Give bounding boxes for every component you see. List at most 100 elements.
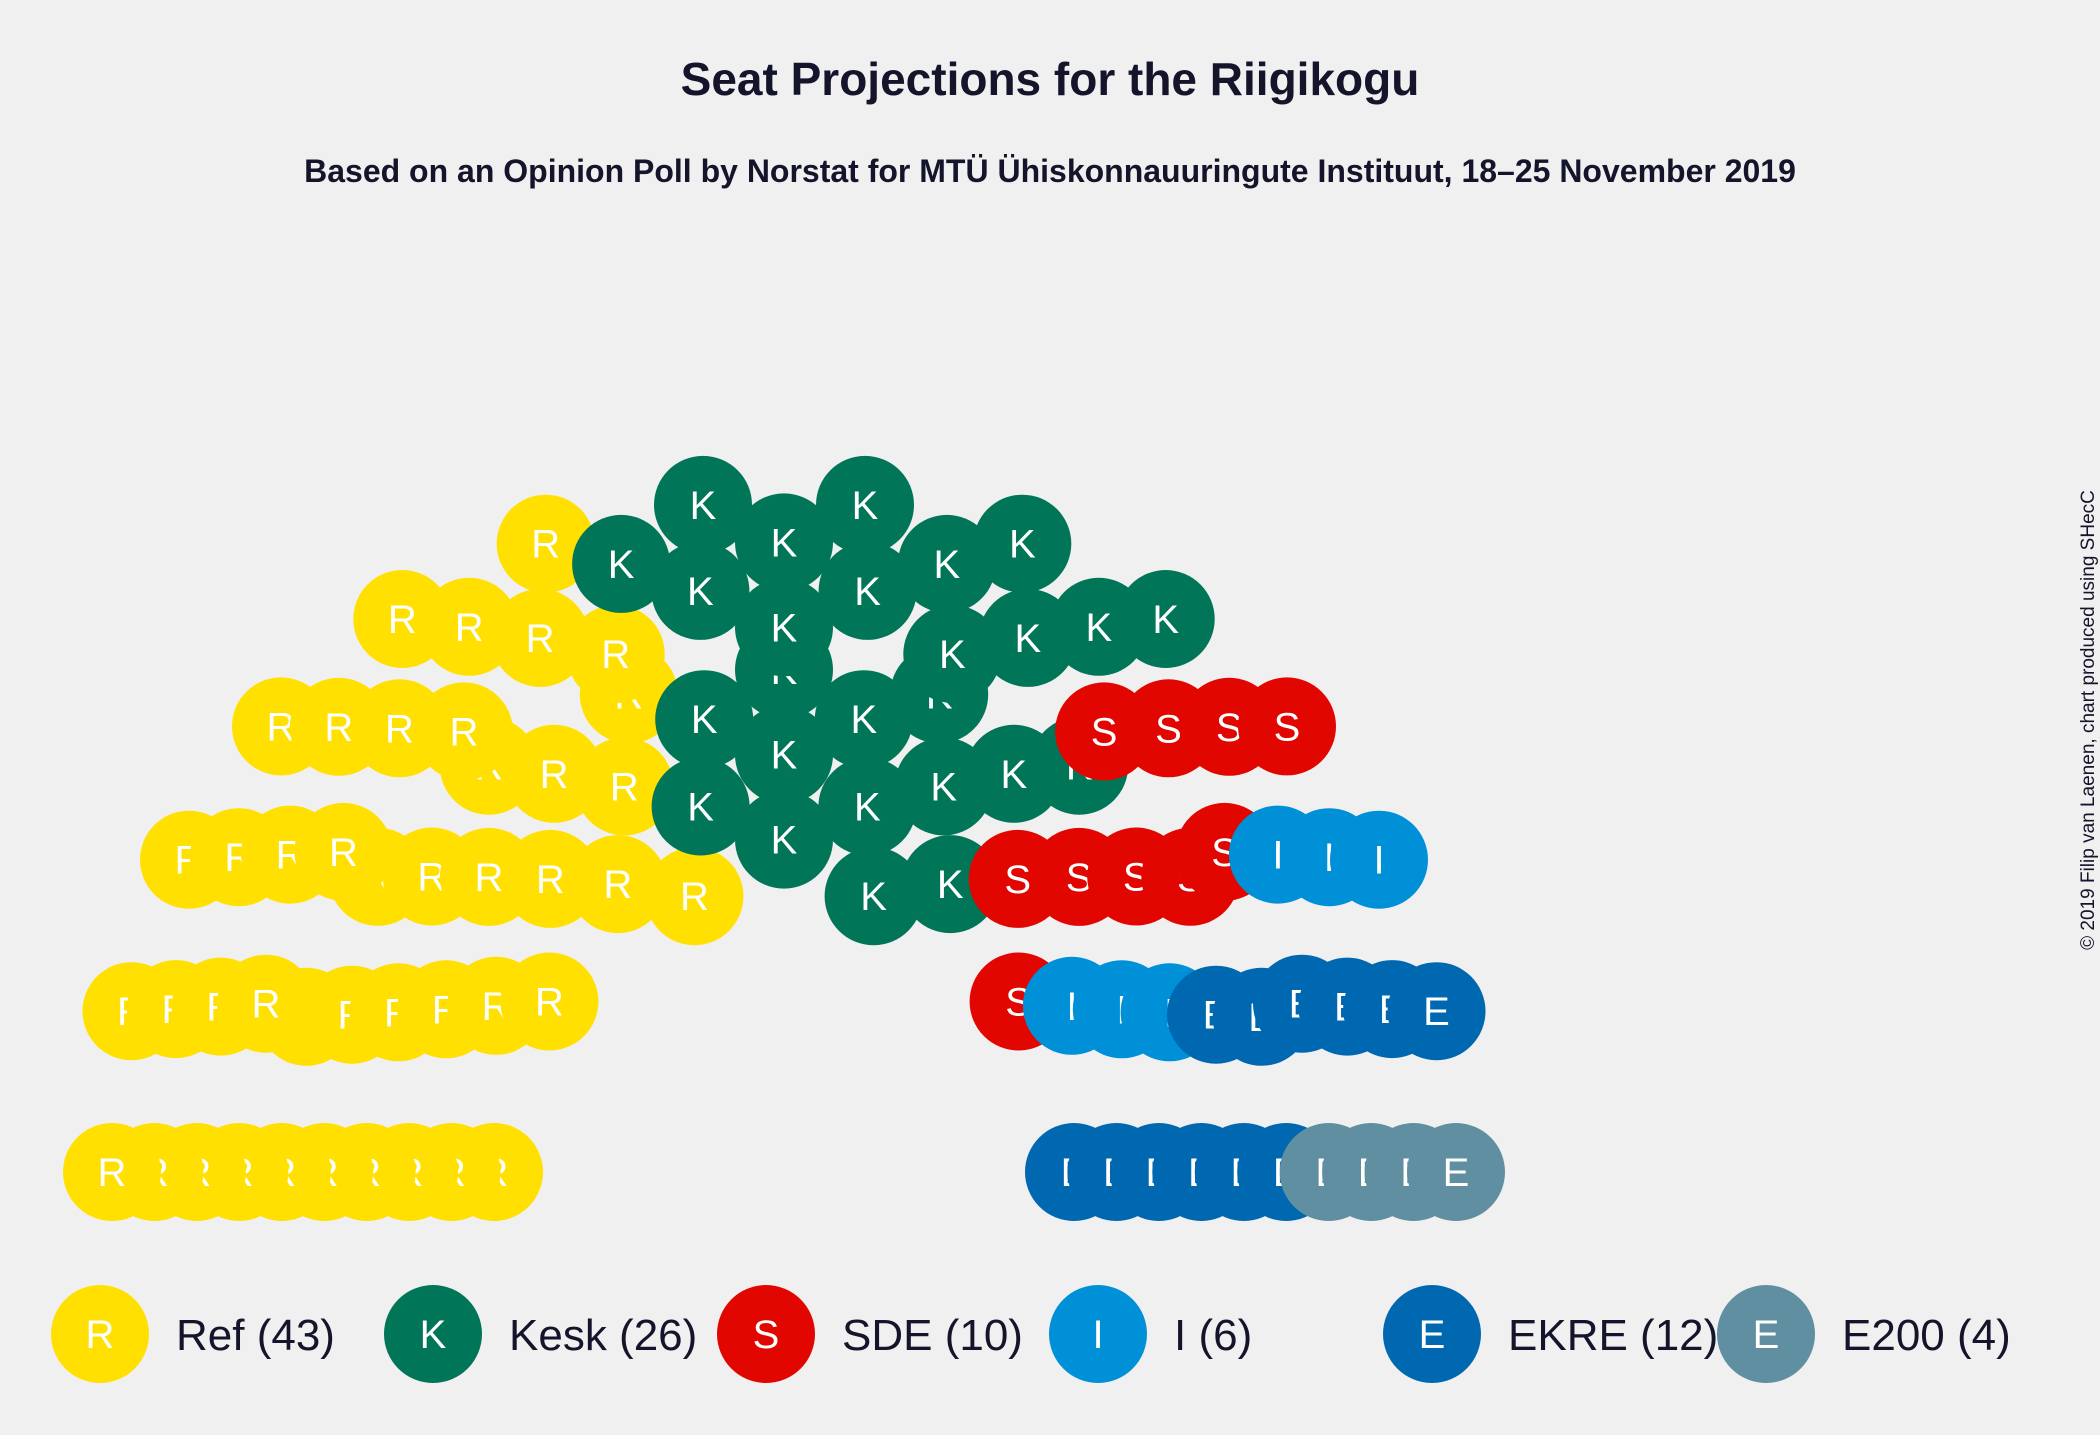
legend-label: E200 (4) (1842, 1311, 2011, 1360)
seat-k-1: K (824, 847, 923, 946)
seat-circle (651, 757, 750, 856)
seat-circle (818, 757, 917, 856)
seat-letter: S (1155, 707, 1182, 751)
legend-label: EKRE (12) (1508, 1311, 1718, 1360)
legend-swatch (384, 1285, 482, 1383)
seat-k-1: K (973, 494, 1072, 593)
seat-letter: K (771, 819, 798, 863)
seat-circle (63, 1123, 161, 1221)
seat-r-0: R (496, 494, 595, 593)
seat-r-0: R (294, 802, 393, 901)
seat-r-0: R (645, 847, 744, 946)
seat-r-0: R (217, 954, 315, 1053)
seat-letter: R (535, 981, 564, 1025)
legend-letter: E (1753, 1313, 1780, 1357)
seat-circle (814, 670, 913, 769)
legend-swatch (51, 1285, 149, 1383)
seat-letter: K (608, 543, 635, 587)
seat-letter: K (850, 698, 877, 742)
seat-circle (1116, 570, 1215, 668)
seat-circle (735, 705, 833, 804)
seat-circle (903, 605, 1002, 703)
seat-letter: R (98, 1151, 127, 1195)
legend-label: Ref (43) (176, 1311, 335, 1360)
seat-letter: K (852, 484, 879, 528)
seat-circle (294, 802, 393, 901)
seat-k-1: K (816, 455, 914, 554)
seat-k-1: K (818, 757, 917, 856)
seat-circle (818, 541, 917, 640)
seat-circle (575, 737, 674, 836)
seat-k-1: K (735, 705, 833, 804)
seat-letter: K (937, 863, 964, 907)
legend-label: SDE (10) (842, 1311, 1023, 1360)
seat-letter: R (526, 617, 555, 661)
legend-item-5: E E200 (4) (1717, 1285, 2011, 1383)
seat-letter: K (687, 786, 714, 830)
seat-k-1: K (651, 757, 750, 856)
seat-circle (816, 455, 914, 554)
seat-letter: R (329, 831, 358, 875)
seat-r-0: R (575, 737, 674, 836)
seat-letter: S (1004, 858, 1031, 902)
seat-k-1: K (818, 541, 917, 640)
legend-letter: S (753, 1313, 780, 1357)
seat-letter: R (385, 707, 414, 751)
seat-arc: RRRRRRRRRRRRRRRRRRRRRRRRRRRRRRRRRRRRRRRR… (63, 455, 1505, 1221)
seat-letter: K (934, 543, 961, 587)
seat-r-0: R (568, 835, 667, 934)
chart-title: Seat Projections for the Riigikogu (680, 53, 1420, 105)
seat-letter: K (930, 765, 957, 809)
seat-k-1: K (1116, 570, 1215, 668)
seat-circle (735, 493, 833, 592)
seat-r-0: R (491, 588, 590, 687)
seat-circle (651, 541, 750, 640)
seat-letter: K (1001, 753, 1028, 797)
seat-k-1: K (735, 578, 833, 677)
seat-i-3: I (1330, 810, 1428, 909)
seat-circle (491, 588, 590, 687)
seat-r-0: R (414, 682, 513, 781)
seat-circle (654, 455, 752, 554)
seat-circle (414, 682, 513, 781)
seat-letter: R (603, 863, 632, 907)
seat-circle (897, 514, 996, 613)
legend-item-3: I I (6) (1049, 1285, 1252, 1383)
seat-letter: K (1015, 617, 1042, 661)
legend-letter: E (1419, 1313, 1446, 1357)
seat-circle (217, 954, 315, 1053)
seat-letter: K (854, 786, 881, 830)
seat-circle (572, 514, 671, 613)
seat-letter: R (474, 856, 503, 900)
seat-letter: R (610, 765, 639, 809)
seat-s-2: S (1238, 677, 1336, 776)
seat-r-0: R (566, 605, 665, 703)
seat-circle (566, 605, 665, 703)
seat-circle (1238, 677, 1336, 776)
seat-k-1: K (735, 790, 833, 889)
seat-circle (500, 952, 599, 1051)
seat-letter: I (1066, 985, 1077, 1029)
seat-k-1: K (572, 514, 671, 613)
seat-circle (1387, 962, 1486, 1061)
seat-letter: R (449, 710, 478, 754)
seat-e-5: E (1407, 1123, 1505, 1221)
legend-letter: R (86, 1313, 115, 1357)
legend-item-0: R Ref (43) (51, 1285, 335, 1383)
legend-item-4: E EKRE (12) (1383, 1285, 1718, 1383)
seat-letter: R (536, 858, 565, 902)
seat-letter: K (1085, 606, 1112, 650)
seat-k-1: K (651, 541, 750, 640)
seat-letter: S (1274, 705, 1301, 749)
seat-circle (1407, 1123, 1505, 1221)
seat-k-1: K (897, 514, 996, 613)
legend-item-2: S SDE (10) (717, 1285, 1023, 1383)
seat-circle (568, 835, 667, 934)
seat-circle (645, 847, 744, 946)
seat-r-0: R (500, 952, 599, 1051)
seat-letter: R (540, 753, 569, 797)
seat-letter: R (680, 875, 709, 919)
seat-k-1: K (735, 493, 833, 592)
seat-letter: R (388, 598, 417, 642)
